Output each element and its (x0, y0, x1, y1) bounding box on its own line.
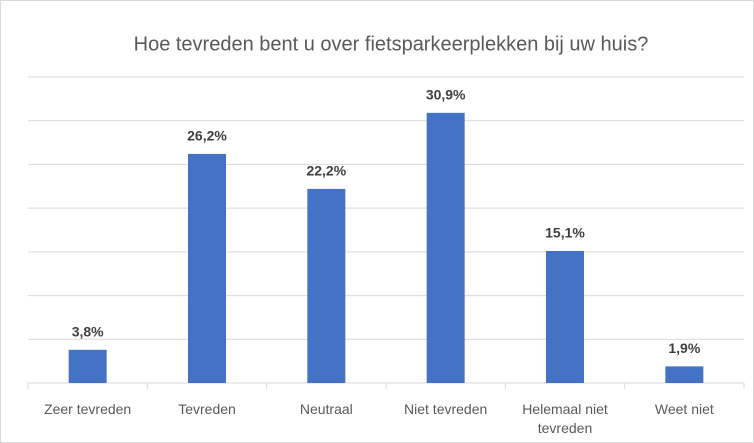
data-label: 1,9% (668, 340, 700, 356)
x-tick-label: Neutraal (299, 401, 353, 417)
x-tick-label: Niet tevreden (404, 401, 488, 417)
x-tick-label: Weet niet (654, 401, 714, 417)
x-tick-label: Helemaal niet tevreden (522, 401, 608, 436)
bar (188, 153, 226, 383)
chart-title: Hoe tevreden bent u over fietsparkeerple… (134, 33, 649, 55)
x-tick-label: Tevreden (178, 401, 236, 417)
bar (665, 366, 704, 383)
x-tick-label: Zeer tevreden (44, 401, 132, 417)
data-label: 30,9% (426, 87, 466, 103)
data-label: 3,8% (72, 323, 104, 339)
data-label: 15,1% (545, 225, 585, 241)
bar (546, 250, 584, 383)
data-label: 26,2% (187, 128, 227, 144)
bar (68, 349, 107, 383)
data-label: 22,2% (306, 163, 346, 179)
bar (307, 188, 346, 383)
bar (426, 112, 465, 384)
